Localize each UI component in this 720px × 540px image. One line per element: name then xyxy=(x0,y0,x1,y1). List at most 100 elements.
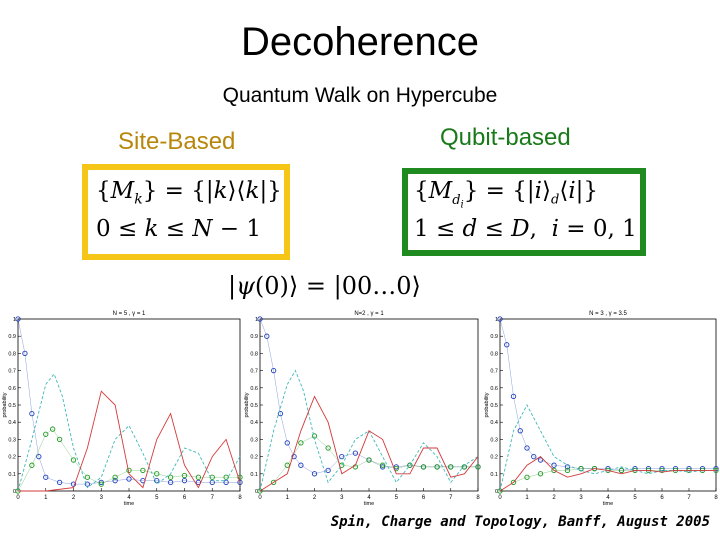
y-tick-label: 1 xyxy=(13,317,16,323)
y-tick-label: 1 xyxy=(495,317,498,323)
y-tick-label: 0 xyxy=(255,489,258,495)
x-tick-label: 3 xyxy=(100,495,104,501)
y-tick-label: 0.2 xyxy=(8,455,16,461)
data-point xyxy=(112,478,118,484)
data-point xyxy=(497,488,503,494)
x-axis-label: time xyxy=(124,501,134,507)
x-tick-label: 5 xyxy=(395,495,399,501)
data-point xyxy=(284,462,290,468)
initial-state-formula: |ψ(0)⟩ = |00…0⟩ xyxy=(228,272,421,300)
qubit-formula-line-1: {Mdi} = {|i⟩d⟨i|} xyxy=(414,178,599,211)
y-tick-label: 0.9 xyxy=(8,334,16,340)
x-tick-label: 4 xyxy=(127,495,131,501)
data-point xyxy=(36,453,42,460)
x-tick-label: 0 xyxy=(16,495,20,501)
site-based-label: Site-Based xyxy=(118,128,236,155)
data-point xyxy=(140,467,146,474)
data-point xyxy=(237,474,243,480)
x-tick-label: 6 xyxy=(183,495,187,501)
x-tick-label: 5 xyxy=(155,495,159,501)
data-point xyxy=(475,464,481,470)
qubit-based-label: Qubit-based xyxy=(440,124,571,151)
x-tick-label: 7 xyxy=(449,495,453,501)
data-point xyxy=(181,478,188,484)
data-point xyxy=(29,410,35,417)
y-tick-label: 0.8 xyxy=(250,351,258,357)
y-tick-label: 0.5 xyxy=(250,403,258,409)
data-point xyxy=(126,476,132,482)
data-point xyxy=(195,474,202,480)
data-point xyxy=(551,467,557,474)
plot-frame xyxy=(499,318,717,492)
data-point xyxy=(366,457,372,463)
series-line-1 xyxy=(259,435,478,492)
x-tick-label: 4 xyxy=(367,495,371,501)
footer-conference: Spin, Charge and Topology, Banff, August… xyxy=(330,514,710,530)
x-tick-label: 8 xyxy=(238,495,242,501)
data-point xyxy=(84,474,91,480)
data-point xyxy=(181,472,188,479)
y-tick-label: 0.1 xyxy=(8,472,16,478)
data-point xyxy=(564,467,571,474)
data-point xyxy=(29,462,35,468)
data-point xyxy=(578,465,584,472)
y-tick-label: 0.4 xyxy=(250,420,258,426)
x-tick-label: 7 xyxy=(687,495,691,501)
data-point xyxy=(270,367,277,374)
x-tick-label: 2 xyxy=(72,495,76,501)
data-point xyxy=(510,479,517,486)
y-tick-label: 1 xyxy=(255,317,258,323)
data-point xyxy=(264,333,270,339)
y-tick-label: 0.7 xyxy=(490,369,498,375)
probability-charts: N = 5 , γ = 1 0 1 2 3 4 5 6 7 8 0 0.1 0.2 0.3 0.4 0.5 0.… xyxy=(2,311,719,507)
x-tick-label: 6 xyxy=(660,495,664,501)
x-tick-label: 3 xyxy=(340,495,344,501)
chart-qubit-gamma-3-5: N = 3 , γ = 3.5 0 1 2 3 4 5 6 7 8 0 0.1 0.2 0.3 0.4 0.5… xyxy=(484,311,719,507)
series-line-3 xyxy=(18,390,241,492)
data-point xyxy=(618,467,625,474)
data-point xyxy=(15,316,21,322)
data-point xyxy=(407,462,413,468)
x-tick-label: 4 xyxy=(606,495,610,501)
data-point xyxy=(434,464,440,470)
y-axis-label: probability xyxy=(484,392,490,417)
y-axis-label: probability xyxy=(2,392,8,417)
slide-title: Decoherence xyxy=(241,20,479,64)
data-point xyxy=(284,440,290,446)
y-tick-label: 0.6 xyxy=(490,386,498,392)
data-point xyxy=(98,479,104,486)
series-line-0 xyxy=(17,318,240,485)
data-point xyxy=(393,464,399,470)
data-point xyxy=(112,474,118,480)
series-line-0 xyxy=(499,318,716,471)
y-axis-label: probability xyxy=(244,392,250,417)
data-point xyxy=(98,481,104,487)
y-tick-label: 0.1 xyxy=(250,472,258,478)
y-tick-label: 0 xyxy=(495,489,498,495)
y-tick-label: 0.6 xyxy=(8,386,16,392)
y-tick-label: 0.7 xyxy=(250,369,258,375)
site-based-formula-box: {Mk} = {|k⟩⟨k|} 0 ≤ k ≤ N − 1 xyxy=(82,164,290,260)
y-tick-label: 0.3 xyxy=(490,437,498,443)
data-point xyxy=(22,350,28,357)
y-tick-label: 0.9 xyxy=(250,334,258,340)
x-tick-label: 2 xyxy=(552,495,556,501)
chart-title: N = 3 , γ = 3.5 xyxy=(589,311,627,317)
series-line-1 xyxy=(499,468,716,492)
x-tick-label: 1 xyxy=(44,495,48,501)
y-tick-label: 0 xyxy=(13,489,16,495)
data-point xyxy=(510,393,517,400)
chart-qubit-gamma-1: N=2 , γ = 1 0 1 2 3 4 5 6 7 8 0 0.1 0.2 0.3 0.4 0.5 0.6 0… xyxy=(244,311,481,507)
data-point xyxy=(420,464,427,470)
y-tick-label: 0.4 xyxy=(490,420,498,426)
y-tick-label: 0.4 xyxy=(8,420,16,426)
y-tick-label: 0.7 xyxy=(8,369,16,375)
chart-site-based: N = 5 , γ = 1 0 1 2 3 4 5 6 7 8 0 0.1 0.2 0.3 0.4 0.5 0.… xyxy=(2,311,243,507)
data-point xyxy=(298,462,304,468)
data-point xyxy=(237,479,243,486)
data-point xyxy=(154,471,160,477)
data-point xyxy=(167,479,174,486)
data-point xyxy=(270,479,277,486)
data-point xyxy=(43,474,49,480)
x-tick-label: 7 xyxy=(211,495,215,501)
